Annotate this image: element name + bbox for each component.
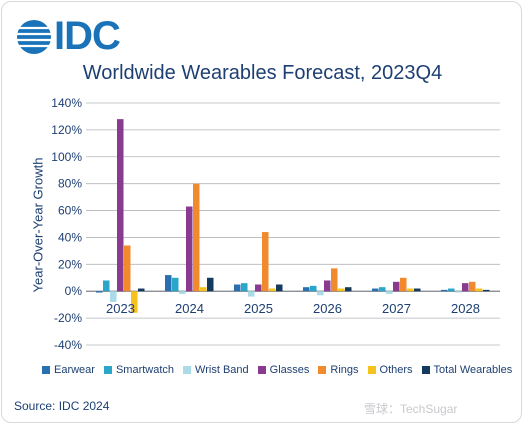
legend-swatch [103, 366, 112, 374]
bar-wrist-band-2025 [248, 291, 255, 297]
watermark-text: 雪球：TechSugar [364, 402, 458, 416]
legend-item: Smartwatch [103, 364, 175, 376]
bar-smartwatch-2023 [103, 280, 110, 292]
legend-swatch [421, 366, 430, 374]
legend-swatch [367, 366, 376, 374]
bar-glasses-2026 [324, 280, 331, 292]
legend: Earwear Smartwatch Wrist Band Glasses Rings O… [42, 364, 512, 376]
bars [96, 119, 490, 313]
legend-item: Total Wearables [421, 364, 513, 376]
y-tick-labels: -40% -20% 0% 20% 40% 60% 80% 100% 120% 140% [51, 96, 82, 352]
y-tick-label: 40% [58, 230, 82, 244]
bar-glasses-2024 [186, 206, 193, 292]
bar-rings-2028 [469, 281, 476, 292]
x-tick-label: 2026 [313, 301, 342, 316]
legend-label: Earwear [54, 364, 95, 376]
legend-label: Rings [330, 364, 359, 376]
bar-others-2024 [200, 287, 207, 292]
legend-label: Wrist Band [195, 364, 249, 376]
bar-total-wearables-2024 [207, 277, 214, 292]
legend-swatch [183, 366, 192, 374]
y-tick-label: -20% [54, 311, 82, 325]
bar-wrist-band-2026 [317, 291, 324, 296]
bar-glasses-2023 [117, 119, 124, 292]
legend-swatch [42, 366, 50, 374]
legend-swatch [257, 366, 266, 374]
bar-smartwatch-2026 [310, 285, 317, 292]
x-tick-label: 2028 [451, 301, 480, 316]
bar-others-2026 [338, 288, 345, 292]
legend-label: Others [379, 364, 413, 376]
globe-icon [17, 20, 51, 54]
bar-wrist-band-2024 [179, 291, 186, 294]
bar-earwear-2027 [372, 288, 379, 292]
legend-item: Others [367, 364, 413, 376]
bar-glasses-2027 [393, 281, 400, 292]
legend-label: Total Wearables [433, 364, 513, 376]
legend-item: Glasses [257, 364, 310, 376]
bar-wrist-band-2027 [386, 291, 393, 294]
y-tick-label: 60% [58, 204, 82, 218]
bar-earwear-2028 [441, 289, 448, 292]
bar-smartwatch-2027 [379, 287, 386, 292]
source-note: Source: IDC 2024 [14, 399, 110, 413]
bar-wrist-band-2028 [455, 291, 462, 293]
bar-others-2028 [476, 288, 483, 292]
legend-item: Wrist Band [183, 364, 249, 376]
bar-rings-2027 [400, 277, 407, 292]
bar-rings-2026 [331, 268, 338, 292]
bar-total-wearables-2028 [483, 289, 490, 292]
bar-total-wearables-2023 [138, 288, 145, 292]
y-tick-label: -40% [54, 338, 82, 352]
bar-total-wearables-2026 [345, 287, 352, 292]
legend-label: Smartwatch [115, 364, 175, 376]
idc-logo [14, 17, 134, 57]
bar-earwear-2025 [234, 284, 241, 292]
bar-earwear-2023 [96, 291, 103, 293]
y-tick-label: 20% [58, 257, 82, 271]
y-tick-label: 140% [51, 96, 82, 110]
bar-rings-2023 [124, 245, 131, 292]
x-tick-label: 2024 [175, 301, 204, 316]
bar-glasses-2025 [255, 284, 262, 292]
bar-smartwatch-2028 [448, 288, 455, 292]
watermark: 雪球：TechSugar [364, 400, 457, 417]
legend-item: Rings [318, 364, 359, 376]
bar-rings-2024 [193, 183, 200, 292]
bar-total-wearables-2027 [414, 288, 421, 292]
bar-others-2025 [269, 288, 276, 292]
bar-rings-2025 [262, 232, 269, 292]
bar-earwear-2024 [165, 275, 172, 292]
x-tick-labels: 2023 2024 2025 2026 2027 2028 [106, 301, 480, 316]
bar-smartwatch-2024 [172, 277, 179, 292]
bar-glasses-2028 [462, 283, 469, 292]
x-tick-label: 2025 [244, 301, 273, 316]
bar-others-2027 [407, 288, 414, 292]
gridlines [86, 102, 500, 346]
x-tick-label: 2027 [382, 301, 411, 316]
legend-swatch [318, 366, 327, 374]
bar-wrist-band-2023 [110, 291, 117, 302]
logo-text: IDC [54, 14, 121, 58]
bar-total-wearables-2025 [276, 284, 283, 292]
bar-others-2023 [131, 291, 138, 313]
bar-earwear-2026 [303, 287, 310, 292]
chart-title: Worldwide Wearables Forecast, 2023Q4 [82, 62, 443, 84]
legend-label: Glasses [269, 364, 310, 376]
y-tick-label: 80% [58, 177, 82, 191]
y-tick-label: 100% [51, 150, 82, 164]
y-tick-label: 0% [65, 284, 83, 298]
legend-item: Earwear [42, 364, 95, 376]
bar-smartwatch-2025 [241, 283, 248, 292]
y-tick-label: 120% [51, 123, 82, 137]
x-tick-label: 2023 [106, 301, 135, 316]
